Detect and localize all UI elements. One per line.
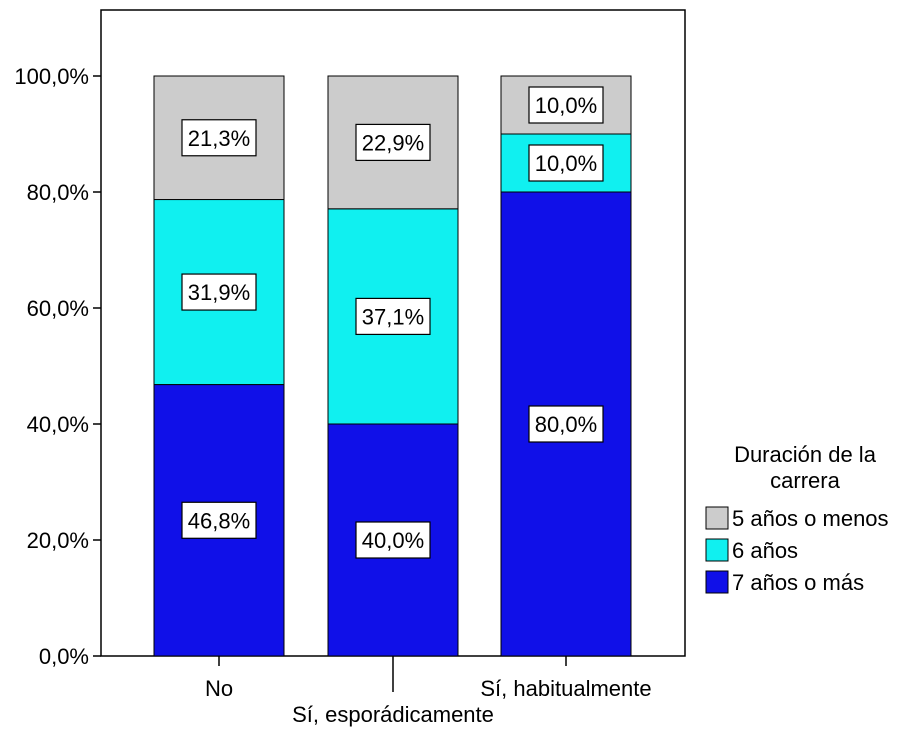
data-label-si-habitualmente-7-anos-o-mas: 80,0%: [535, 412, 597, 437]
data-label-box-no-5-anos-o-menos: [181, 119, 257, 157]
data-label-box-si-esporadicamente-7-anos-o-mas: [355, 521, 431, 559]
legend-swatch-6-anos: [705, 538, 729, 562]
data-label-si-esporadicamente-5-anos-o-menos: 22,9%: [362, 130, 424, 155]
data-label-si-esporadicamente-7-anos-o-mas: 40,0%: [362, 528, 424, 553]
legend-label-6-anos: 6 años: [732, 538, 798, 563]
y-tick-label: 60,0%: [27, 296, 89, 321]
legend-title-line2: carrera: [770, 468, 840, 493]
data-label-si-esporadicamente-6-anos: 37,1%: [362, 304, 424, 329]
x-tick-label-si-habitualmente: Sí, habitualmente: [480, 676, 651, 701]
y-tick-label: 80,0%: [27, 180, 89, 205]
legend-label-5-anos-o-menos: 5 años o menos: [732, 506, 889, 531]
y-tick-label: 0,0%: [39, 644, 89, 669]
data-label-box-si-esporadicamente-5-anos-o-menos: [355, 123, 431, 162]
bars-layer: [153, 75, 632, 657]
data-label-no-6-anos: 31,9%: [188, 280, 250, 305]
axes-layer: 0,0% 20,0% 40,0% 60,0% 80,0% 100,0% No Sí, espo…: [14, 64, 651, 727]
x-tick-label-no: No: [205, 676, 233, 701]
data-label-box-no-6-anos: [181, 273, 257, 311]
legend-swatch-7-anos-o-mas: [705, 570, 729, 594]
y-tick-label: 100,0%: [14, 64, 89, 89]
y-tick-label: 20,0%: [27, 528, 89, 553]
data-label-box-si-habitualmente-6-anos: [528, 144, 604, 182]
data-labels-layer: 46,8% 31,9% 21,3% 40,0% 37,1% 22,9% 80,0% 10,0%…: [181, 86, 604, 559]
data-label-box-si-esporadicamente-6-anos: [355, 297, 431, 336]
data-label-si-habitualmente-6-anos: 10,0%: [535, 151, 597, 176]
legend-swatch-5-anos-o-menos: [705, 506, 729, 530]
data-label-no-7-anos-o-mas: 46,8%: [188, 508, 250, 533]
data-label-box-no-7-anos-o-mas: [181, 501, 257, 539]
x-tick-label-si-esporadicamente: Sí, esporádicamente: [292, 702, 494, 727]
legend-title-line1: Duración de la: [734, 442, 877, 467]
data-label-no-5-anos-o-menos: 21,3%: [188, 126, 250, 151]
data-label-box-si-habitualmente-5-anos-o-menos: [528, 86, 604, 124]
data-label-si-habitualmente-5-anos-o-menos: 10,0%: [535, 93, 597, 118]
y-tick-label: 40,0%: [27, 412, 89, 437]
legend-label-7-anos-o-mas: 7 años o más: [732, 570, 864, 595]
data-label-box-si-habitualmente-7-anos-o-mas: [528, 405, 604, 443]
